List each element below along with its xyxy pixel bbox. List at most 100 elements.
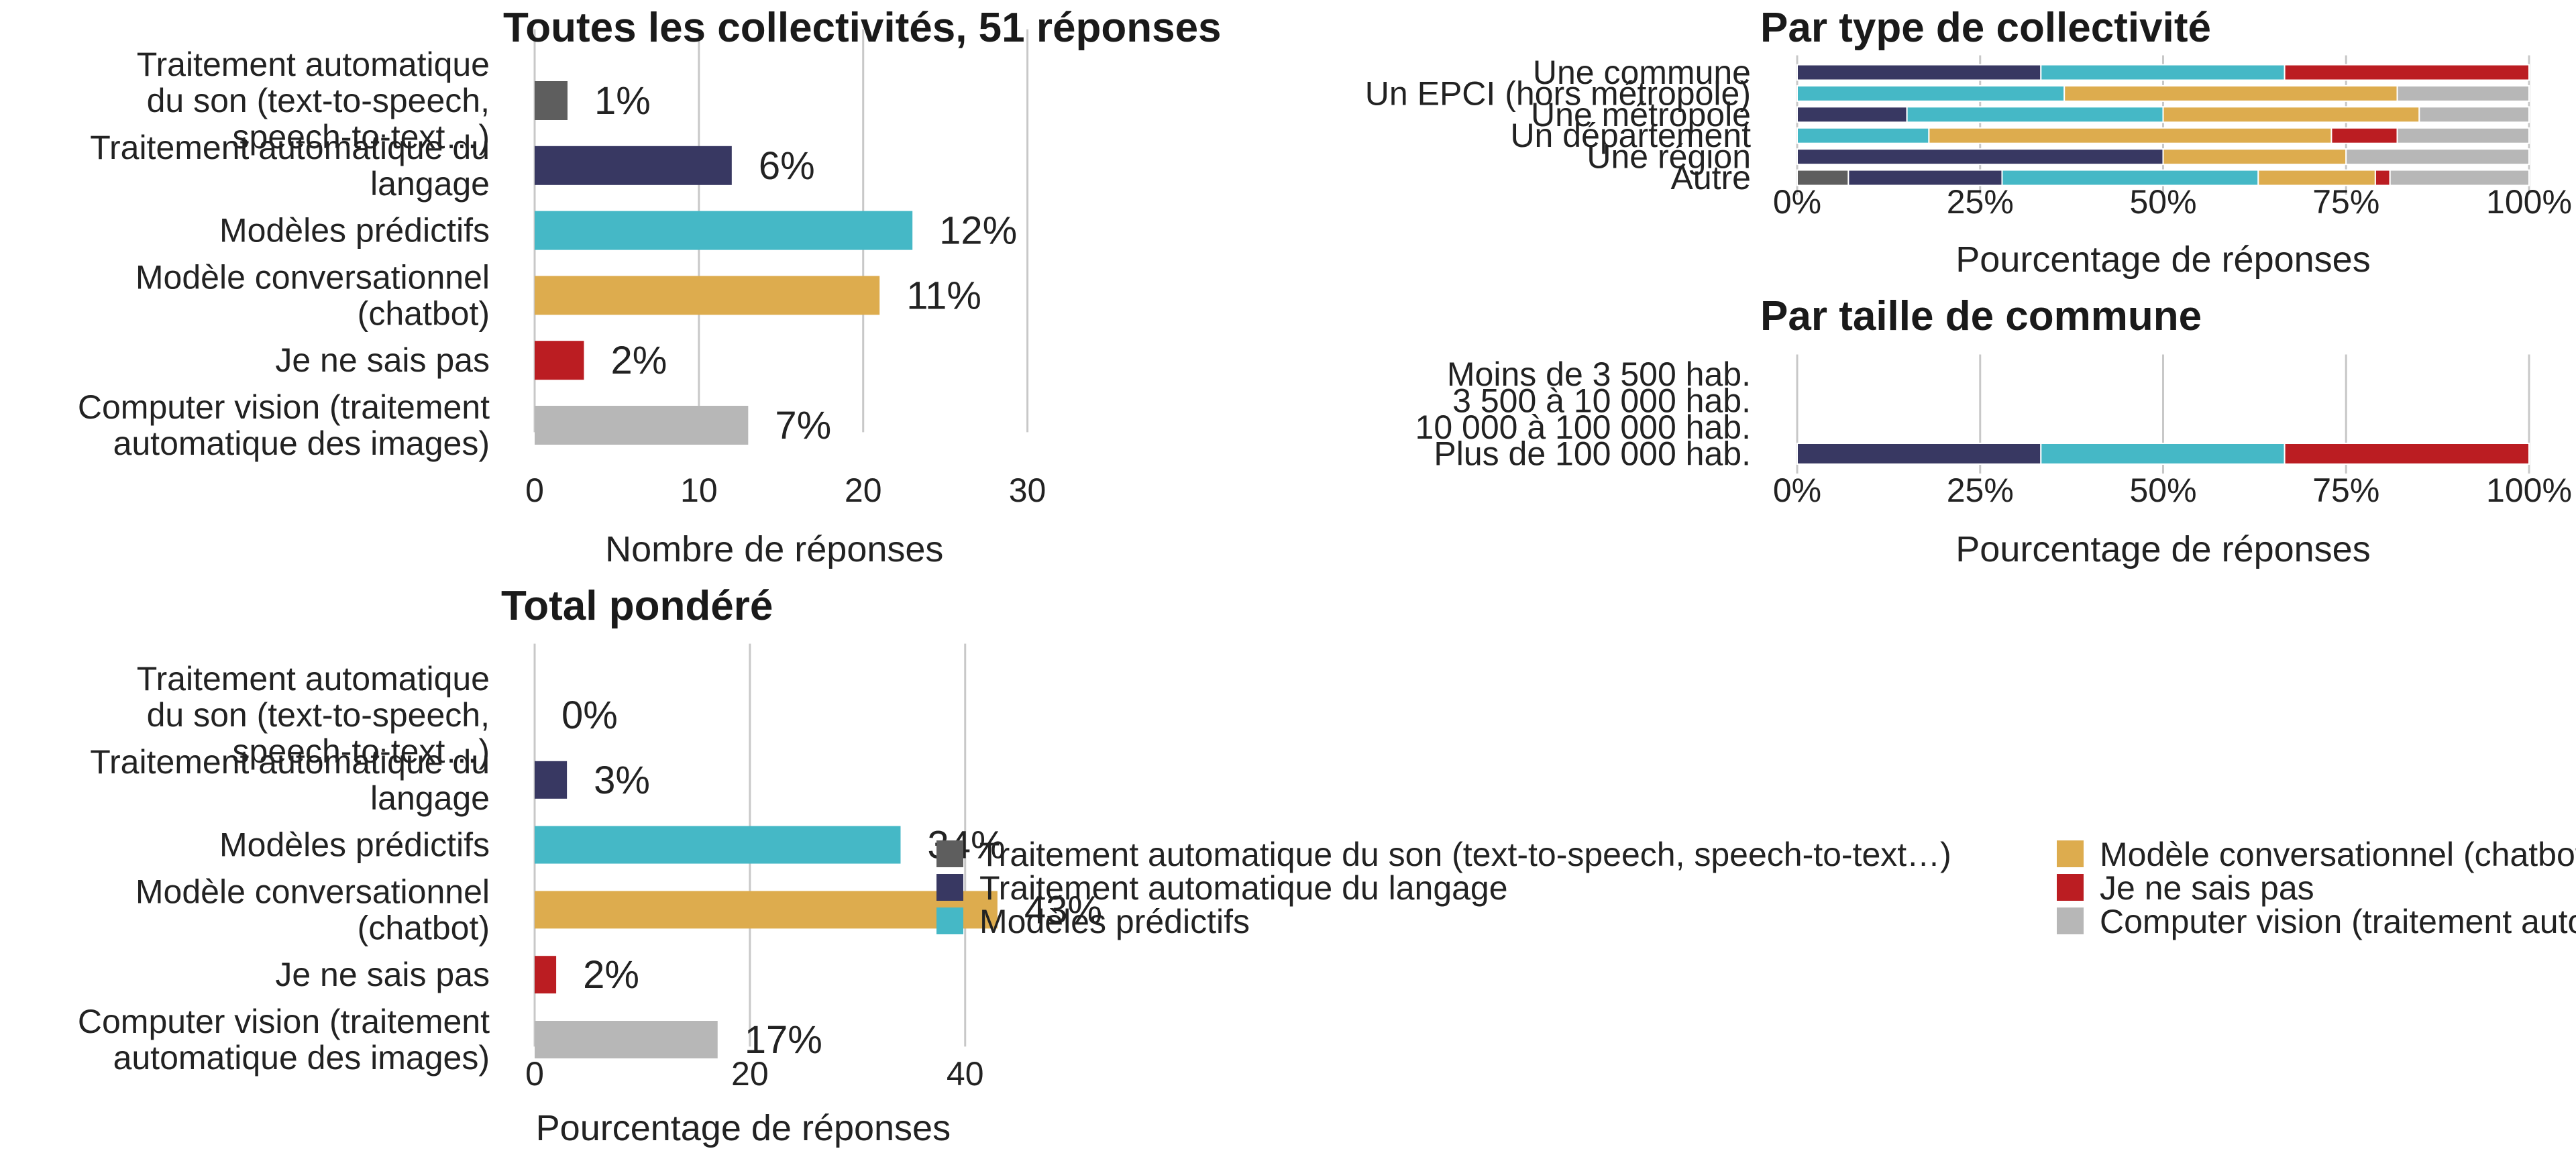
category-label-line: Modèle conversationnel bbox=[136, 873, 490, 910]
data-label: 0% bbox=[561, 694, 618, 737]
data-label: 7% bbox=[775, 404, 831, 447]
bar bbox=[535, 211, 913, 250]
category-label-line: Je ne sais pas bbox=[275, 341, 490, 379]
bar-segment bbox=[1796, 64, 2042, 81]
x-tick-label: 25% bbox=[1947, 472, 2014, 509]
x-tick-label: 50% bbox=[2129, 472, 2196, 509]
category-label-line: Computer vision (traitement bbox=[78, 388, 490, 426]
panel-pondere: 0 20 40 Total pondéré 0% Traitement automatiq… bbox=[78, 583, 1102, 1148]
bar-segment bbox=[2063, 85, 2398, 102]
bar-segment bbox=[2389, 169, 2530, 186]
category-label-line: du son (text-to-speech, bbox=[147, 82, 490, 119]
bar bbox=[535, 826, 901, 864]
legend-label: Computer vision (traitement automatique … bbox=[2100, 903, 2576, 940]
x-tick-label: 50% bbox=[2129, 183, 2196, 221]
bar bbox=[535, 276, 880, 315]
bar bbox=[535, 341, 584, 380]
legend-swatch bbox=[2057, 907, 2084, 934]
category-label: Modèle conversationnel (chatbot) bbox=[136, 873, 490, 946]
category-label: Traitement automatique du son (text-to-sp… bbox=[137, 46, 490, 156]
legend-label: Je ne sais pas bbox=[2100, 869, 2314, 907]
category-label: Un EPCI (hors métropole) bbox=[1365, 74, 1751, 112]
category-label: Une région bbox=[1587, 138, 1751, 176]
bar bbox=[535, 406, 749, 445]
category-label: 10 000 à 100 000 hab. bbox=[1415, 408, 1751, 446]
bar-segment bbox=[2374, 169, 2391, 186]
category-label-line: Modèles prédictifs bbox=[219, 212, 490, 250]
data-label: 17% bbox=[745, 1018, 822, 1062]
bar-segment bbox=[2162, 148, 2347, 166]
legend-swatch bbox=[2057, 840, 2084, 867]
bar bbox=[535, 956, 557, 994]
bar-segment bbox=[2001, 169, 2259, 186]
category-label-line: langage bbox=[370, 779, 490, 817]
data-label: 2% bbox=[610, 339, 667, 382]
category-label: Modèles prédictifs bbox=[219, 826, 490, 864]
x-tick-label: 0% bbox=[1773, 183, 1821, 221]
bar-segment bbox=[2040, 64, 2286, 81]
x-axis-title: Pourcentage de réponses bbox=[1955, 529, 2370, 569]
bar-segment bbox=[1906, 106, 2164, 123]
category-label: Traitement automatique du son (text-to-sp… bbox=[137, 660, 490, 770]
category-label-line: speech-to-text…) bbox=[233, 732, 490, 770]
legend-label: Modèle conversationnel (chatbot) bbox=[2100, 836, 2576, 873]
bar-segment bbox=[1796, 443, 2042, 465]
bar-segment bbox=[2284, 443, 2530, 465]
category-label: Un département bbox=[1510, 117, 1751, 154]
data-label: 43% bbox=[1024, 888, 1102, 932]
bar-segment bbox=[2257, 169, 2376, 186]
category-label-line: Modèles prédictifs bbox=[219, 826, 490, 864]
category-label: Moins de 3 500 hab. bbox=[1447, 355, 1751, 393]
legend: Traitement automatique du son (text-to-s… bbox=[936, 836, 2576, 940]
chart-title: Par taille de commune bbox=[1760, 293, 2202, 339]
bar-segment bbox=[1796, 148, 2164, 166]
bar bbox=[535, 1021, 718, 1058]
category-label: Je ne sais pas bbox=[275, 341, 490, 379]
x-tick-label: 20 bbox=[845, 472, 882, 509]
category-label-line: langage bbox=[370, 165, 490, 203]
category-label-line: Modèle conversationnel bbox=[136, 258, 490, 296]
data-label: 12% bbox=[939, 209, 1017, 253]
x-axis-title: Pourcentage de réponses bbox=[536, 1108, 951, 1148]
category-label-line: (chatbot) bbox=[358, 294, 490, 332]
category-label-line: speech-to-text…) bbox=[233, 118, 490, 156]
legend-swatch bbox=[936, 874, 963, 901]
panel-par_taille: 0% 25% 50% 75% 100% Par taille de communeMoin… bbox=[1415, 293, 2572, 569]
x-tick-label: 0 bbox=[525, 1055, 544, 1093]
data-label: 6% bbox=[759, 144, 815, 188]
category-label: Traitement automatique du langage bbox=[90, 743, 490, 817]
chart-title: Par type de collectivité bbox=[1760, 5, 2211, 51]
category-label: Modèle conversationnel (chatbot) bbox=[136, 258, 490, 332]
bar-segment bbox=[1796, 169, 1849, 186]
category-label-line: automatique des images) bbox=[113, 425, 490, 462]
x-tick-label: 75% bbox=[2312, 183, 2379, 221]
bar-segment bbox=[2418, 106, 2530, 123]
bar-segment bbox=[2162, 106, 2420, 123]
x-tick-label: 0 bbox=[525, 472, 544, 509]
panel-total: 0 10 20 30 Toutes les collectivités, 51 répo… bbox=[78, 5, 1222, 569]
panel-par_type: 0% 25% 50% 75% 100%Par type de collectivitéU… bbox=[1365, 5, 2572, 280]
legend-label: Traitement automatique du langage bbox=[979, 869, 1508, 907]
bar bbox=[535, 81, 568, 120]
category-label-line: Traitement automatique du bbox=[90, 129, 490, 166]
x-tick-label: 100% bbox=[2486, 472, 2572, 509]
category-label: Traitement automatique du langage bbox=[90, 129, 490, 203]
legend-label: Modèles prédictifs bbox=[979, 903, 1250, 940]
x-axis-title: Pourcentage de réponses bbox=[1955, 239, 2370, 280]
bar-segment bbox=[2396, 85, 2530, 102]
legend-swatch bbox=[936, 840, 963, 867]
category-label: Plus de 100 000 hab. bbox=[1434, 435, 1751, 473]
category-label: Une métropole bbox=[1531, 96, 1751, 133]
category-label-line: automatique des images) bbox=[113, 1039, 490, 1077]
x-tick-label: 25% bbox=[1947, 183, 2014, 221]
x-axis-title: Nombre de réponses bbox=[605, 529, 943, 569]
legend-label: Traitement automatique du son (text-to-s… bbox=[979, 836, 1951, 873]
category-label: Modèles prédictifs bbox=[219, 212, 490, 250]
data-label: 1% bbox=[594, 79, 651, 123]
legend-swatch bbox=[936, 907, 963, 934]
bar-segment bbox=[2284, 64, 2530, 81]
data-label: 2% bbox=[583, 953, 639, 997]
bar-segment bbox=[1928, 127, 2332, 144]
bar-segment bbox=[1796, 127, 1930, 144]
